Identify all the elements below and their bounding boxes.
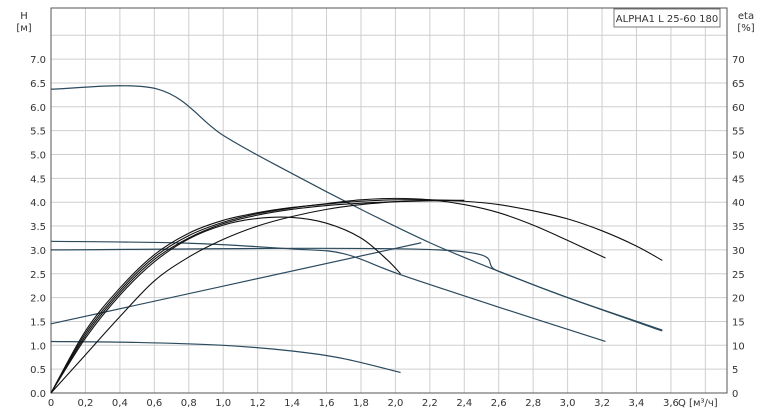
y2-tick-label: 10 (732, 341, 745, 352)
y-tick-label: 0.0 (30, 389, 46, 400)
y2-tick-label: 70 (732, 55, 745, 66)
x-tick-label: 2,6 (491, 398, 507, 409)
title-box (613, 8, 721, 28)
y2-axis-label: eta (738, 11, 754, 22)
head-curve (50, 340, 401, 374)
series-layer (50, 85, 663, 394)
x-axis: 0 0,2 0,4 0,6 0,8 1,0 1,2 1,4 1,6 1,8 2,0 2,2 2,4 2,6… (48, 398, 679, 409)
x-tick-label: 1,4 (284, 398, 300, 409)
efficiency-curve (50, 216, 401, 394)
plot-frame (50, 7, 728, 394)
x-tick-label: 1,6 (319, 398, 335, 409)
y-tick-label: 3.5 (30, 222, 46, 233)
y2-tick-label: 40 (732, 198, 745, 209)
head-curve (50, 247, 663, 331)
y-tick-label: 7.0 (30, 55, 46, 66)
y2-tick-label: 15 (732, 317, 745, 328)
x-tick-label: 1,0 (215, 398, 231, 409)
x-tick-label: 3,6 (663, 398, 679, 409)
head-curve (50, 85, 663, 332)
x-tick-label: 2,4 (456, 398, 472, 409)
y-tick-label: 0.5 (30, 365, 46, 376)
x-tick-label: 2,8 (525, 398, 541, 409)
y-tick-label: 1.5 (30, 317, 46, 328)
x-tick-label: 3,2 (594, 398, 610, 409)
x-tick-label: 1,2 (250, 398, 266, 409)
y-tick-label: 3.0 (30, 246, 46, 257)
y2-tick-label: 20 (732, 294, 745, 305)
efficiency-curve (50, 199, 663, 394)
y-tick-label: 1.0 (30, 341, 46, 352)
y2-tick-label: 55 (732, 127, 745, 138)
y2-tick-label: 50 (732, 151, 745, 162)
y2-tick-label: 30 (732, 246, 745, 257)
y-axis-label: H (20, 11, 28, 22)
y2-axis: 0 5 10 15 20 25 30 35 40 45 50 55 60 65 70 (732, 55, 745, 400)
y2-tick-label: 45 (732, 174, 745, 185)
y2-tick-label: 25 (732, 270, 745, 281)
x-axis-label: Q [м³/ч] (678, 398, 718, 409)
y2-tick-label: 60 (732, 103, 745, 114)
y-tick-label: 2.0 (30, 294, 46, 305)
y2-tick-label: 5 (732, 365, 738, 376)
x-tick-label: 1,8 (353, 398, 369, 409)
x-tick-label: 0,6 (146, 398, 162, 409)
x-tick-label: 0,4 (112, 398, 128, 409)
y-axis: 0.0 0.5 1.0 1.5 2.0 2.5 3.0 3.5 4.0 4.5 5.0 5.5 6.0 6… (30, 55, 46, 400)
y-tick-label: 6.5 (30, 79, 46, 90)
y-tick-label: 2.5 (30, 270, 46, 281)
y-tick-label: 6.0 (30, 103, 46, 114)
x-tick-label: 0,8 (181, 398, 197, 409)
x-tick-label: 3,0 (560, 398, 576, 409)
x-tick-label: 2,0 (387, 398, 403, 409)
x-tick-label: 0 (48, 398, 54, 409)
y-tick-label: 4.0 (30, 198, 46, 209)
efficiency-curve (50, 200, 465, 394)
efficiency-curve (50, 197, 606, 394)
y2-axis-unit: [%] (737, 23, 754, 34)
x-tick-label: 3,4 (629, 398, 645, 409)
y-tick-label: 4.5 (30, 174, 46, 185)
y2-tick-label: 35 (732, 222, 745, 233)
chart-title: ALPHA1 L 25-60 180 (616, 14, 718, 25)
y-tick-label: 5.0 (30, 151, 46, 162)
y-tick-label: 5.5 (30, 127, 46, 138)
head-curve (50, 240, 606, 343)
y-axis-unit: [м] (16, 23, 31, 34)
head-curve (50, 242, 422, 325)
x-tick-label: 2,2 (422, 398, 438, 409)
y2-tick-label: 65 (732, 79, 745, 90)
y2-tick-label: 0 (732, 389, 738, 400)
x-tick-label: 0,2 (77, 398, 93, 409)
